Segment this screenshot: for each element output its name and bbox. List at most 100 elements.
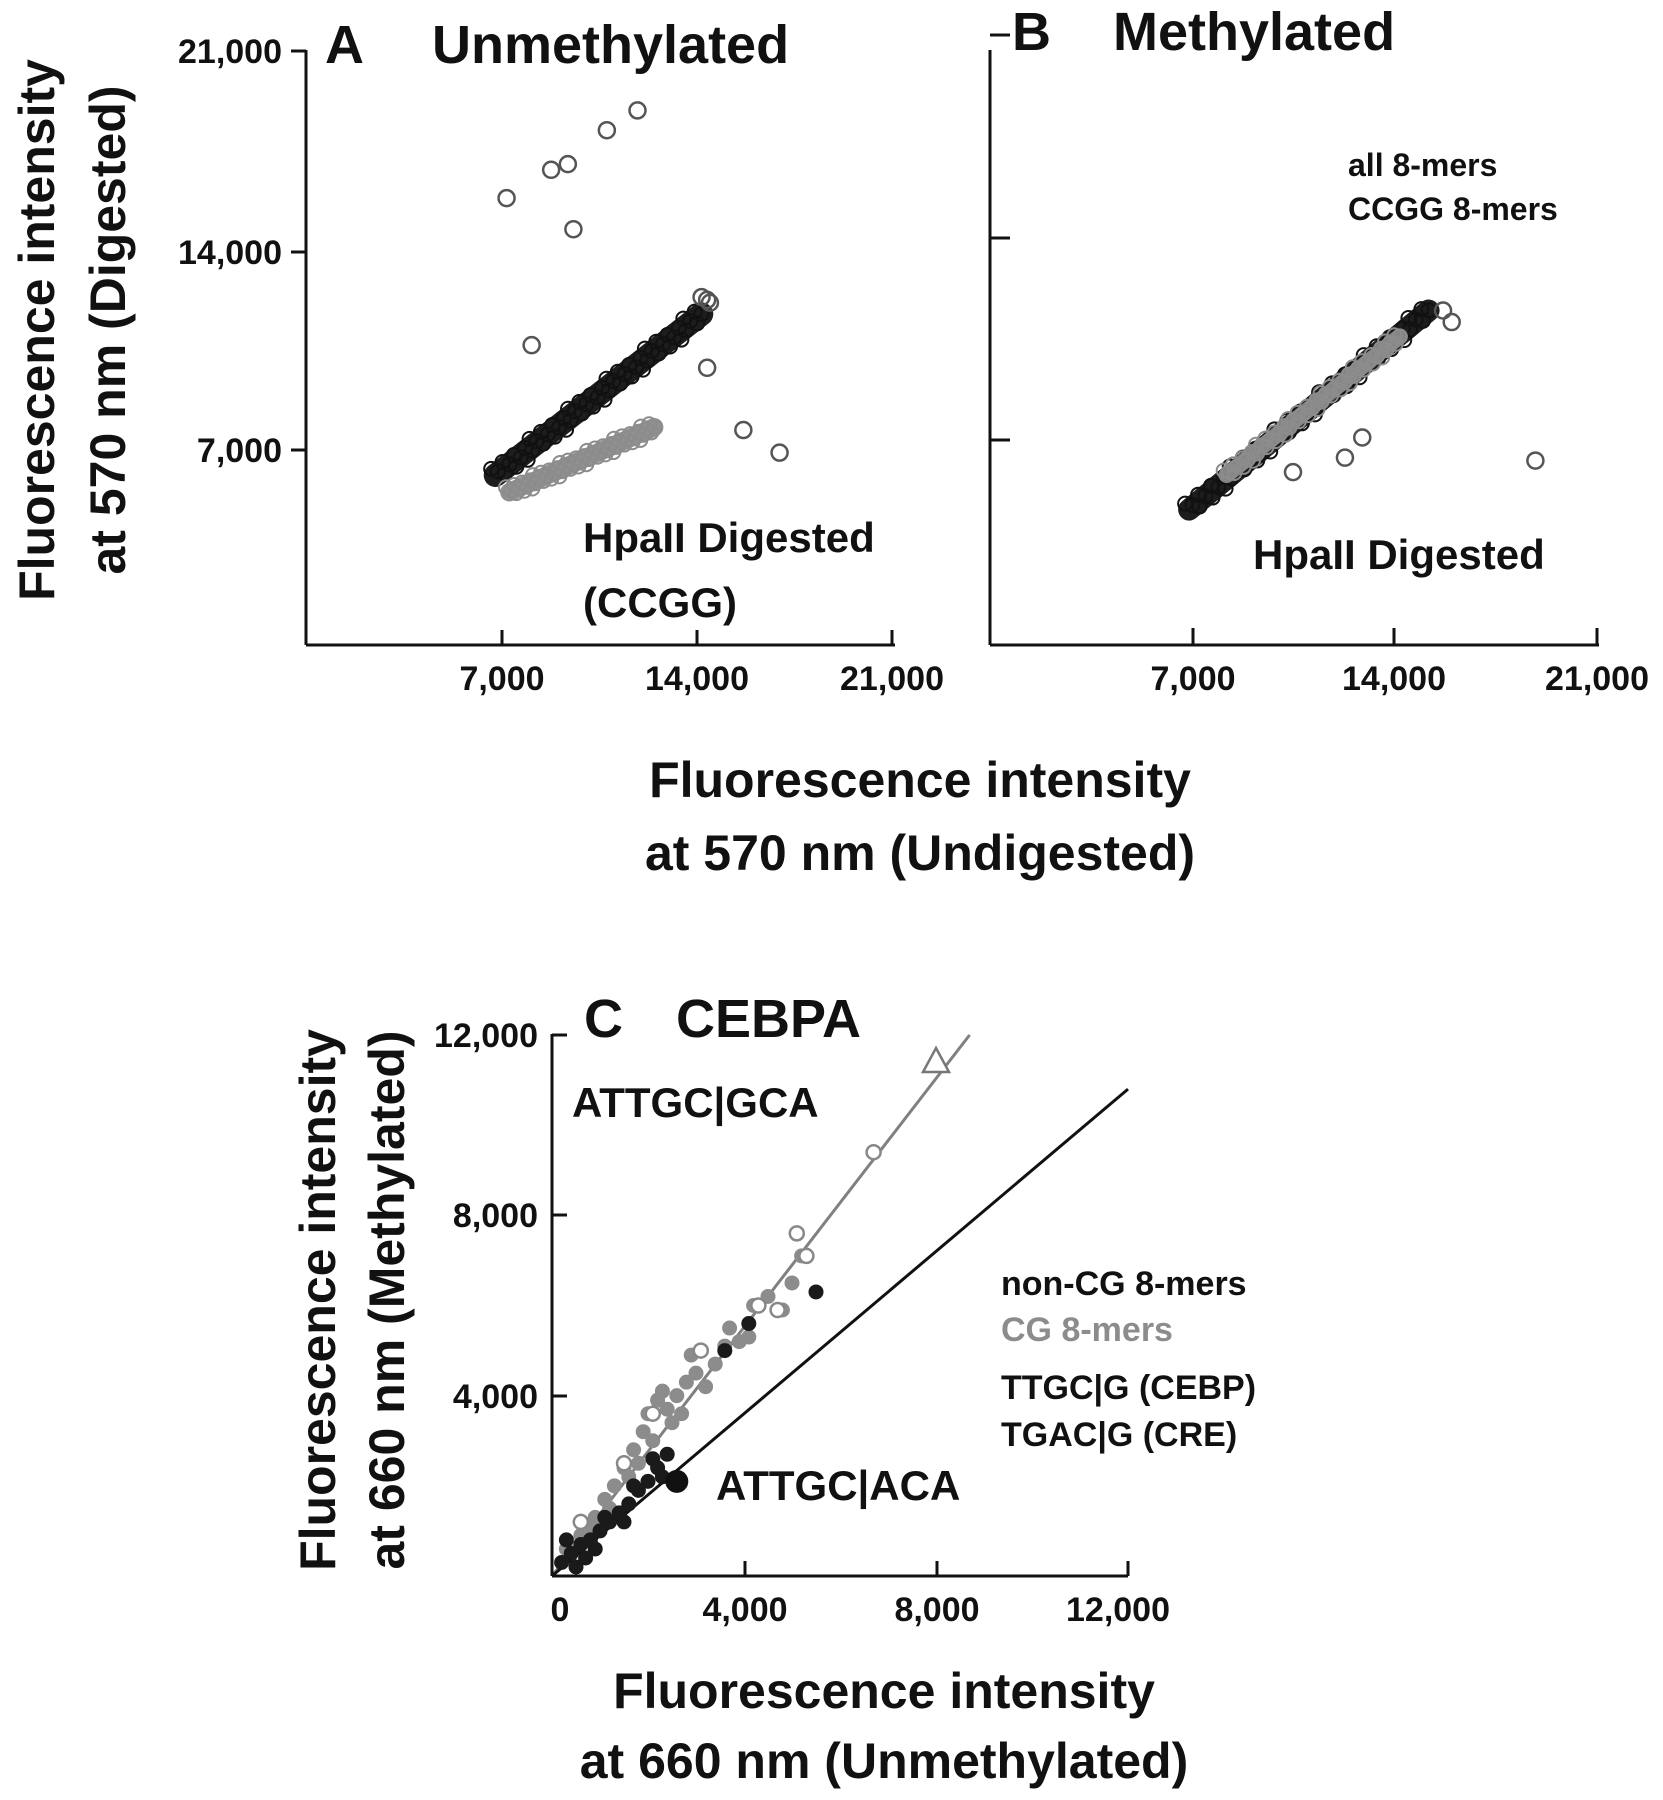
all-8mers-point [670,319,687,336]
all-8mers-point [632,349,649,366]
bottom-x-axis-title-line1: Fluorescence intensity [613,1663,1155,1719]
panel-a-outliers [497,101,789,462]
outlier-point [1526,451,1545,470]
ccgg-8mers-point [1391,328,1408,345]
ccgg-8mers-point [646,419,663,436]
all-8mers-point [585,398,602,415]
all-8mers-point [1400,310,1417,327]
all-8mers-point [600,382,617,399]
non-cg-8mer-point [645,1451,661,1467]
all-8mers-point [609,363,626,380]
outlier-point [1433,301,1453,320]
cg-8mer-point [669,1388,685,1404]
attgc-aca-point [665,1469,689,1493]
panel-c-x-tick-label: 0 [551,1591,570,1629]
all-8mers-point [512,449,529,466]
all-8mers-point [612,375,629,392]
all-8mers-point [483,460,500,477]
outlier-point [1353,428,1372,447]
top-x-axis-title-line1: Fluorescence intensity [649,752,1191,808]
all-8mers-point [582,386,599,403]
outlier-point [734,420,753,440]
all-8mers-point [1413,301,1430,318]
all-8mers-point [560,400,577,417]
cg-8mer-point [784,1275,800,1291]
all-8mers-point [508,458,525,475]
all-8mers-point [589,389,606,406]
outlier-point [697,290,717,310]
panel-c-y-tick-label: 4,000 [453,1378,538,1416]
panel-c-points [554,1045,952,1575]
all-8mers-point [558,421,575,438]
panel-b-letter: B [1012,2,1051,62]
panel-c-x-tick-label: 12,000 [1066,1591,1170,1629]
bottom-y-axis-title-line1: Fluorescence intensity [290,1029,346,1571]
all-8mers-point [623,368,640,385]
cebp-site-point [865,1143,882,1161]
outlier-point [597,120,617,140]
non-cg-8mer-point [592,1523,608,1539]
all-8mers-point [621,356,638,373]
cebp-site-point [692,1342,710,1359]
all-8mers-point [546,428,563,445]
all-8mers-point [655,336,672,353]
non-cg-8mer-point [640,1473,656,1489]
cg-8mer-point [654,1383,670,1399]
all-8mers-point [1177,495,1194,512]
non-cg-8mer-point [597,1509,613,1525]
non-cg-8mer-point [558,1532,574,1548]
panel-a-annotation: HpaII Digested [583,514,875,561]
panel-c-annotation-top: ATTGC|GCA [572,1079,819,1127]
outlier-point [564,219,583,239]
bottom-x-axis-title-line2: at 660 nm (Unmethylated) [580,1733,1188,1789]
panel-a-x-tick-label: 21,000 [840,660,944,698]
all-8mers-point [532,423,549,440]
outlier-point [558,154,578,174]
panel-c-legend-cebp: TTGC|G (CEBP) [1001,1369,1256,1407]
all-8mers-point [628,359,645,376]
all-8mers-point [517,440,534,457]
triangle-point [920,1045,952,1074]
cg-8mer-point [741,1329,757,1345]
cg-8mer-point [722,1320,738,1336]
cg-8mer-point [626,1442,642,1458]
panel-c-annotation-bottom: ATTGC|ACA [716,1462,960,1510]
non-cg-8mer-point [568,1559,584,1575]
all-8mers-point [675,310,692,327]
cg-8mer-point [664,1415,680,1431]
outlier-point [1283,462,1303,482]
cebp-site-point [798,1247,815,1265]
panel-a-letter: A [325,15,364,75]
non-cg-8mer-point [659,1446,675,1462]
all-8mers-point [505,447,522,464]
cg-8mer-point [674,1406,690,1422]
all-8mers-point [598,370,615,387]
non-cg-8mer-point [741,1316,757,1332]
panel-a-y-tick-label: 7,000 [197,432,282,470]
panel-b: 7,000 14,000 21,000 B Methylated all 8-m… [988,2,1649,698]
all-8mers-point [616,366,633,383]
panel-b-outliers [1283,301,1545,482]
cg-8mer-point [707,1356,723,1372]
outlier-point [700,293,720,312]
top-y-axis-title-line2: at 570 nm (Digested) [80,85,136,574]
panel-b-bands [1177,299,1440,521]
all-8mers-point [673,331,690,348]
all-8mers-point [573,405,590,422]
all-8mers-point [501,456,518,473]
outlier-point [628,101,647,120]
panel-c-x-tick-label: 4,000 [702,1591,787,1629]
bottom-y-axis-title-line2: at 660 nm (Methylated) [359,1030,415,1569]
all-8mers-point [528,433,545,450]
outlier-point [522,335,541,355]
panel-b-annotation: HpaII Digested [1253,531,1545,578]
non-cg-8mer-point [578,1550,594,1566]
cebp-site-point [644,1405,662,1422]
all-8mers-point [677,322,694,339]
all-8mers-point [643,343,660,360]
non-cg-8mer-point [626,1478,642,1494]
all-8mers-point [634,361,651,378]
cg-8mer-point [698,1379,714,1395]
all-8mers-point [555,410,572,427]
